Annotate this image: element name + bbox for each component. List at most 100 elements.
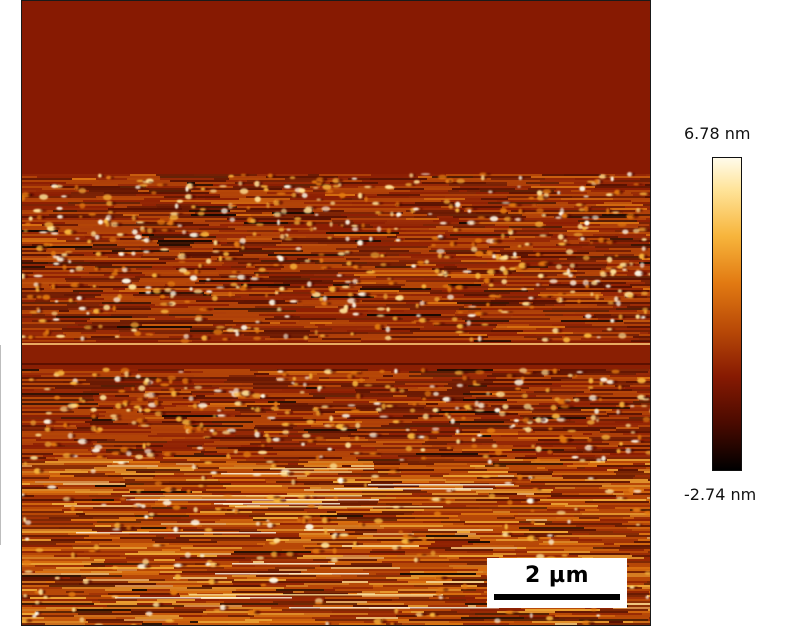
scan-streak (80, 447, 91, 449)
surface-grain (471, 444, 478, 448)
surface-grain (92, 308, 100, 314)
scan-streak (225, 324, 236, 326)
scan-streak (331, 567, 400, 569)
scan-streak (574, 182, 640, 184)
surface-grain (151, 273, 158, 278)
scan-streak (649, 369, 650, 371)
surface-grain (94, 234, 100, 240)
scan-streak (554, 190, 571, 192)
scan-streak (267, 557, 297, 559)
scan-streak (192, 491, 202, 493)
surface-grain (347, 292, 353, 297)
scan-streak (306, 236, 360, 238)
surface-grain (353, 541, 357, 547)
scan-streak (270, 336, 318, 338)
surface-grain (304, 259, 311, 263)
surface-grain (331, 533, 337, 540)
surface-grain (350, 371, 359, 375)
scan-streak (268, 417, 303, 419)
scan-streak (414, 511, 422, 513)
surface-grain (605, 193, 614, 197)
scan-streak (59, 527, 122, 529)
surface-grain (455, 285, 464, 290)
surface-grain (573, 232, 583, 237)
scan-streak (206, 609, 219, 611)
scan-streak (93, 523, 121, 525)
surface-grain (92, 285, 96, 288)
surface-grain (271, 463, 277, 469)
surface-grain (379, 369, 385, 373)
grain-shadow (484, 173, 492, 176)
scan-streak (347, 517, 415, 519)
grain-shadow (294, 480, 298, 485)
surface-grain (255, 328, 260, 334)
surface-grain (644, 511, 650, 516)
surface-grain (611, 369, 620, 374)
scan-streak (202, 585, 261, 587)
scan-streak (425, 623, 463, 625)
scan-streak (426, 302, 457, 304)
scan-streak (212, 493, 287, 495)
surface-grain (169, 214, 179, 221)
scan-streak (392, 565, 449, 567)
scan-streak (22, 589, 37, 591)
scan-streak (381, 425, 405, 427)
scan-streak (413, 212, 431, 214)
scan-streak (442, 533, 455, 535)
scan-streak (281, 308, 350, 310)
surface-grain (606, 379, 614, 385)
scan-streak (436, 577, 501, 579)
scan-streak (432, 244, 487, 246)
scan-streak (371, 481, 402, 483)
scan-streak (531, 625, 602, 626)
scan-streak (355, 240, 381, 242)
scan-streak (487, 334, 536, 336)
scan-streak (598, 617, 649, 619)
scan-streak (169, 216, 229, 218)
bright-streak (122, 495, 362, 497)
scan-streak (463, 623, 509, 625)
scan-streak (414, 216, 437, 218)
scan-streak (55, 387, 124, 389)
scan-streak (99, 413, 121, 415)
surface-grain (233, 329, 239, 333)
scan-streak (163, 445, 187, 447)
scan-streak (271, 395, 313, 397)
scan-streak (204, 316, 274, 318)
scan-streak (22, 178, 72, 180)
scan-streak (331, 447, 375, 449)
scan-streak (453, 523, 464, 525)
scan-streak (400, 272, 445, 274)
surface-grain (341, 414, 350, 418)
surface-grain (260, 583, 267, 587)
scan-streak (490, 541, 543, 543)
scan-streak (63, 371, 122, 373)
scan-streak (233, 583, 304, 585)
surface-grain (254, 180, 260, 187)
surface-grain (131, 229, 138, 235)
surface-grain (453, 228, 459, 232)
grain-shadow (599, 179, 603, 184)
scan-streak (22, 230, 58, 232)
scan-streak (83, 511, 148, 513)
surface-grain (387, 277, 392, 280)
surface-grain (395, 238, 401, 242)
scan-streak (255, 611, 332, 613)
scan-streak (383, 585, 414, 587)
scan-streak (424, 571, 457, 573)
surface-grain (422, 413, 429, 420)
grain-shadow (621, 315, 626, 319)
surface-grain (321, 206, 331, 212)
scan-streak (261, 441, 299, 443)
scan-streak (22, 224, 42, 226)
grain-shadow (177, 204, 181, 209)
scan-streak (22, 298, 36, 300)
scan-streak (415, 517, 449, 519)
edge-marker (0, 345, 1, 545)
scan-streak (22, 425, 46, 427)
scan-streak (515, 457, 537, 459)
scan-streak (519, 521, 552, 523)
grain-shadow (220, 409, 224, 412)
surface-grain (315, 455, 320, 461)
scan-streak (303, 250, 359, 252)
